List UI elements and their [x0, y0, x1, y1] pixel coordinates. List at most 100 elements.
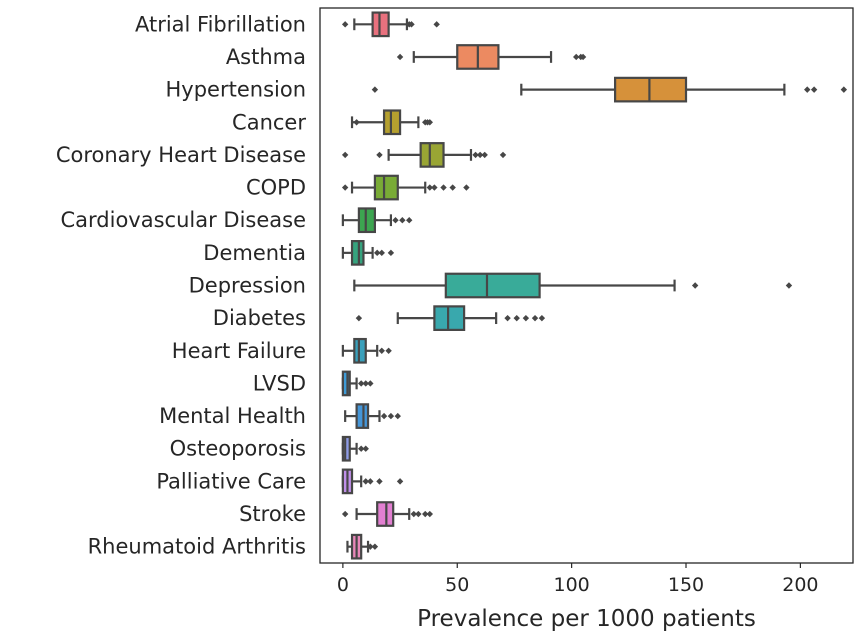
- x-tick-label: 200: [782, 574, 818, 596]
- box-cancer: [350, 109, 434, 136]
- box-coronary-heart-disease: [341, 142, 507, 168]
- outlier-point: [380, 412, 388, 420]
- outlier-point: [362, 478, 369, 485]
- category-label: Asthma: [226, 45, 306, 69]
- category-label: Atrial Fibrillation: [135, 12, 306, 36]
- outlier-point: [362, 445, 369, 452]
- outlier-point: [376, 478, 383, 485]
- outlier-point: [367, 478, 374, 485]
- category-labels: Atrial Fibrillation Asthma Hypertension Can…: [56, 12, 307, 558]
- outlier-point: [341, 151, 349, 159]
- x-axis-ticks: 0 50 100 150 200: [337, 563, 819, 596]
- category-label: LVSD: [253, 371, 306, 395]
- outlier-point: [355, 314, 363, 322]
- outlier-point: [392, 217, 399, 224]
- outlier-point: [341, 184, 349, 191]
- iqr-box: [341, 435, 351, 462]
- iqr-box: [371, 11, 390, 38]
- box-cardiovascular-disease: [341, 207, 413, 234]
- category-label: Mental Health: [159, 404, 306, 428]
- category-label: Depression: [189, 274, 306, 298]
- outlier-point: [513, 314, 520, 322]
- box-dementia: [341, 240, 395, 266]
- outlier-point: [481, 151, 488, 159]
- category-label: Cardiovascular Disease: [60, 208, 306, 232]
- box-heart-failure: [341, 337, 392, 364]
- iqr-box: [382, 109, 402, 136]
- outlier-point: [499, 151, 507, 159]
- outlier-point: [396, 478, 404, 485]
- category-label: Dementia: [203, 241, 306, 265]
- category-label: Diabetes: [213, 306, 306, 330]
- category-label: Rheumatoid Arthritis: [88, 535, 306, 559]
- box-depression: [353, 272, 793, 299]
- box-hypertension: [371, 76, 848, 103]
- box-palliative-care: [341, 468, 404, 495]
- box-stroke: [341, 501, 434, 527]
- iqr-box: [357, 207, 377, 234]
- category-label: Hypertension: [166, 78, 307, 102]
- outlier-point: [810, 86, 818, 93]
- outlier-point: [396, 53, 404, 61]
- outlier-point: [371, 543, 379, 550]
- outlier-point: [463, 184, 470, 191]
- outlier-point: [357, 380, 365, 387]
- iqr-box: [444, 272, 541, 299]
- outlier-point: [433, 21, 440, 28]
- outlier-point: [387, 412, 395, 420]
- outlier-point: [399, 217, 406, 224]
- outlier-point: [579, 53, 587, 61]
- outlier-point: [353, 119, 360, 126]
- outlier-point: [408, 21, 415, 28]
- category-label: Stroke: [239, 502, 306, 526]
- outlier-point: [531, 314, 539, 322]
- iqr-box: [376, 501, 395, 527]
- iqr-box: [613, 76, 688, 103]
- outlier-point: [341, 510, 349, 518]
- category-label: Heart Failure: [172, 339, 306, 363]
- box-lvsd: [341, 370, 374, 397]
- iqr-box: [353, 337, 367, 364]
- outlier-point: [422, 510, 429, 518]
- outlier-point: [357, 445, 365, 452]
- iqr-box: [341, 370, 351, 397]
- outlier-point: [373, 249, 381, 257]
- outlier-point: [415, 510, 422, 518]
- category-label: Cancer: [232, 110, 306, 134]
- outlier-point: [472, 151, 479, 159]
- outlier-point: [378, 347, 385, 354]
- category-label: Palliative Care: [156, 469, 306, 493]
- outlier-point: [385, 347, 392, 354]
- iqr-box: [433, 305, 466, 331]
- box-asthma: [396, 44, 587, 70]
- outlier-point: [387, 249, 395, 257]
- x-tick-label: 50: [445, 574, 469, 596]
- box-rheumatoid-arthritis: [346, 533, 379, 560]
- outlier-point: [367, 380, 374, 387]
- outlier-point: [410, 510, 417, 518]
- category-label: Osteoporosis: [170, 437, 306, 461]
- x-tick-label: 150: [668, 574, 704, 596]
- outlier-point: [406, 217, 413, 224]
- x-tick-label: 100: [553, 574, 589, 596]
- box-mental-health: [344, 403, 401, 429]
- plot-frame: [319, 7, 854, 564]
- category-label: COPD: [246, 176, 306, 200]
- outlier-point: [367, 543, 374, 550]
- outlier-point: [426, 184, 434, 191]
- iqr-box: [373, 174, 399, 201]
- outlier-point: [341, 21, 349, 28]
- outlier-point: [431, 184, 438, 191]
- box-osteoporosis: [341, 435, 369, 462]
- outlier-point: [449, 184, 456, 191]
- iqr-box: [419, 142, 445, 168]
- outlier-point: [371, 86, 379, 93]
- iqr-box: [355, 403, 370, 429]
- x-axis-label: Prevalence per 1000 patients: [417, 606, 756, 632]
- outlier-point: [426, 119, 434, 126]
- outlier-point: [522, 314, 530, 322]
- outlier-point: [504, 314, 511, 322]
- outlier-point: [840, 86, 848, 93]
- box-diabetes: [355, 305, 546, 331]
